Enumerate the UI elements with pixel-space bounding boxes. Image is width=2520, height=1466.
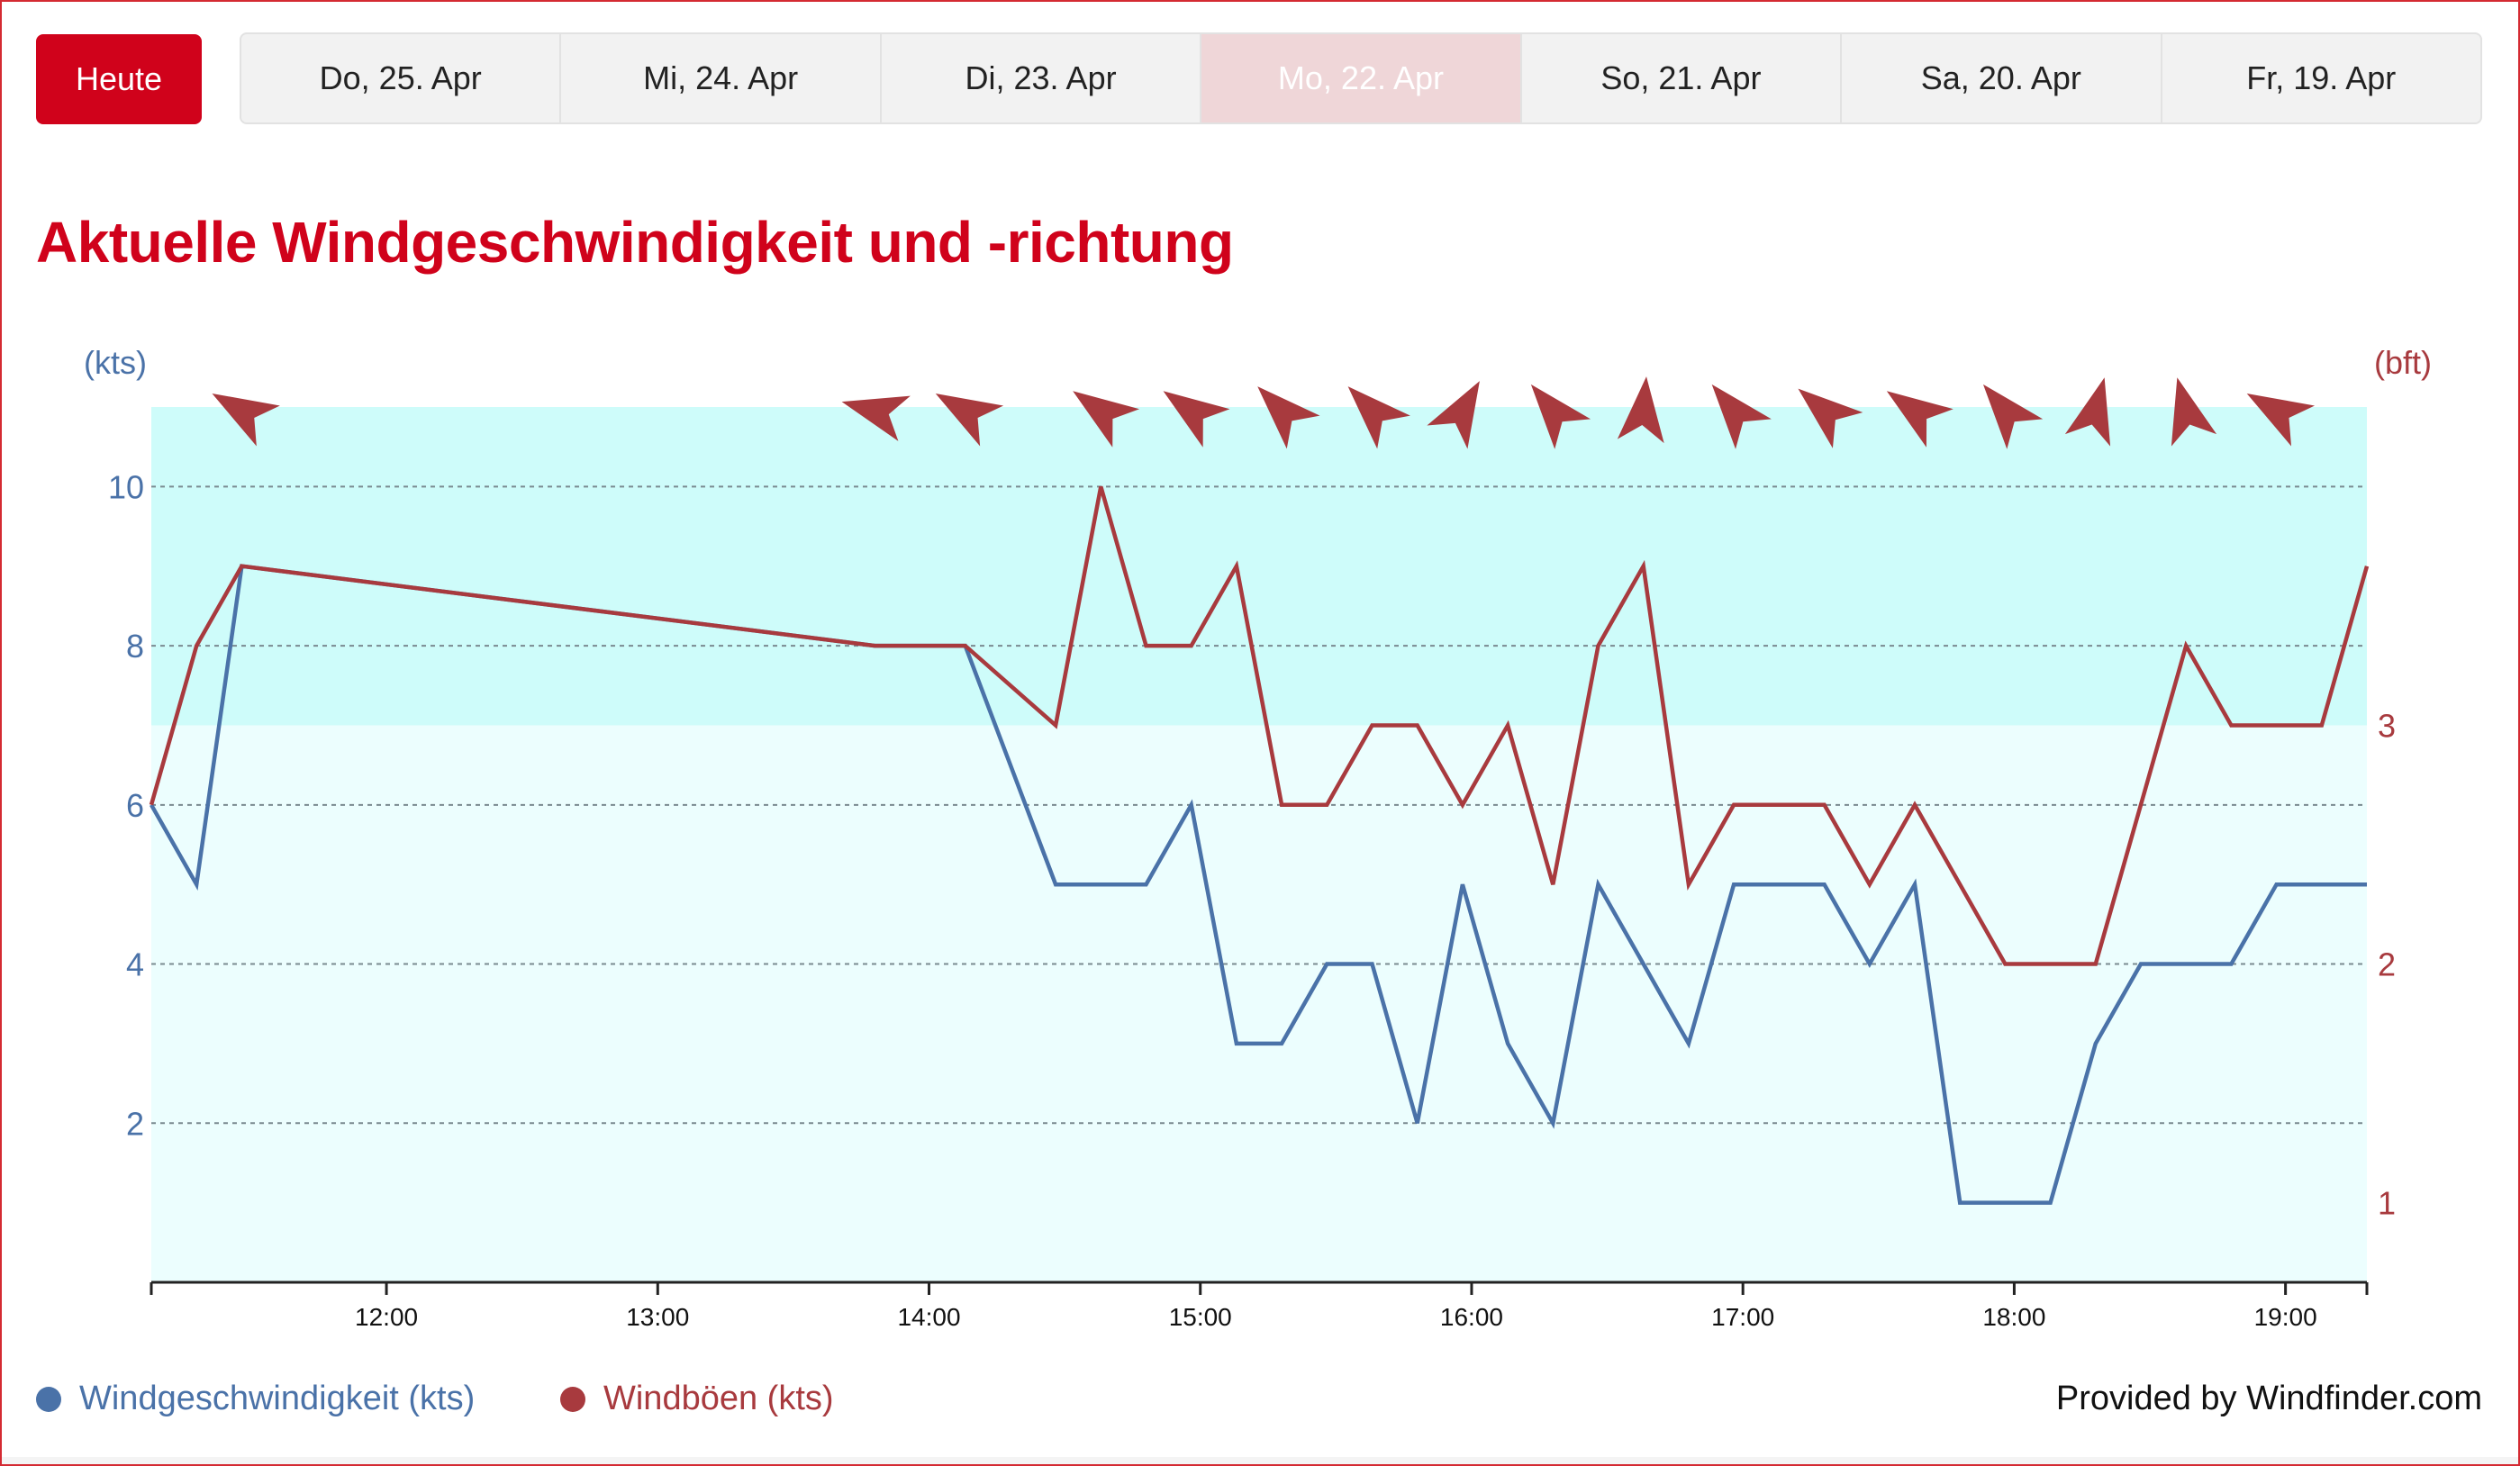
left-tick-label: 8: [126, 628, 144, 665]
left-tick-label: 2: [126, 1105, 144, 1142]
speed-legend-label: Windgeschwindigkeit (kts): [79, 1380, 476, 1417]
x-tick-label: 16:00: [1440, 1303, 1503, 1331]
wind-direction-arrow-icon: [1982, 384, 2044, 449]
left-tick-label: 6: [126, 787, 144, 824]
legend-speed[interactable]: Windgeschwindigkeit (kts): [36, 1380, 475, 1418]
gust-line: [149, 485, 2370, 966]
wind-direction-arrow-icon: [2171, 377, 2217, 447]
left-tick-label: 10: [108, 468, 144, 505]
wind-direction-arrow-icon: [1347, 386, 1410, 449]
speed-legend-dot: [36, 1386, 61, 1412]
band-upper: [151, 407, 2367, 726]
x-tick-label: 14:00: [897, 1303, 960, 1331]
tab-day-7[interactable]: Fr, 19. Apr: [2246, 59, 2397, 96]
wind-direction-arrow-icon: [1073, 391, 1140, 448]
x-tick-label: 13:00: [626, 1303, 689, 1331]
right-tick-label: 3: [2378, 707, 2396, 744]
tab-day-6[interactable]: Sa, 20. Apr: [1842, 34, 2162, 122]
x-tick-label: 15:00: [1169, 1303, 1232, 1331]
right-tick-label: 1: [2378, 1185, 2396, 1222]
wind-direction-arrow-icon: [1886, 391, 1953, 448]
wind-direction-arrow-icon: [1617, 376, 1664, 444]
bottom-strip: [2, 1457, 2518, 1464]
wind-direction-arrow-icon: [2246, 394, 2316, 447]
today-button[interactable]: Heute: [36, 34, 202, 124]
wind-direction-arrow-icon: [1163, 391, 1230, 448]
wind-direction-arrow-icon: [1798, 388, 1863, 448]
wind-direction-arrow-icon: [2064, 377, 2111, 447]
speed-line: [150, 564, 2367, 1205]
band-lower: [151, 725, 2367, 1282]
wind-direction-arrow-icon: [1257, 386, 1320, 449]
right-axis-unit: (bft): [2374, 344, 2432, 381]
tab-day-5[interactable]: So, 21. Apr: [1522, 34, 1843, 122]
x-tick-label: 18:00: [1982, 1303, 2045, 1331]
left-tick-label: 4: [126, 946, 144, 983]
x-tick-label: 12:00: [355, 1303, 418, 1331]
tab-day-1[interactable]: Do, 25. Apr: [241, 34, 562, 122]
provider-credit[interactable]: Provided by Windfinder.com: [2055, 1380, 2482, 1417]
tab-day-3[interactable]: Di, 23. Apr: [882, 34, 1202, 122]
right-tick-label: 2: [2378, 946, 2396, 983]
tab-day-2[interactable]: Mi, 24. Apr: [561, 34, 882, 122]
wind-direction-arrow-icon: [212, 394, 280, 447]
wind-direction-arrow-icon: [935, 394, 1004, 447]
wind-direction-arrow-icon: [1711, 384, 1772, 449]
wind-direction-arrow-icon: [841, 395, 911, 441]
x-tick-label: 19:00: [2254, 1303, 2317, 1331]
chart-title: Aktuelle Windgeschwindigkeit und -richtu…: [36, 210, 1234, 275]
gust-legend-label: Windböen (kts): [603, 1380, 834, 1417]
x-tick-label: 17:00: [1711, 1303, 1774, 1331]
wind-direction-arrow-icon: [1530, 384, 1591, 449]
legend-gust[interactable]: Windböen (kts): [560, 1380, 834, 1418]
wind-direction-arrow-icon: [1427, 381, 1480, 449]
day-tabs: Do, 25. Apr Mi, 24. Apr Di, 23. Apr Mo, …: [240, 32, 2482, 124]
left-axis-unit: (kts): [84, 344, 147, 381]
gust-legend-dot: [560, 1386, 585, 1412]
tab-day-4-disabled: Mo, 22. Apr: [1201, 34, 1522, 122]
